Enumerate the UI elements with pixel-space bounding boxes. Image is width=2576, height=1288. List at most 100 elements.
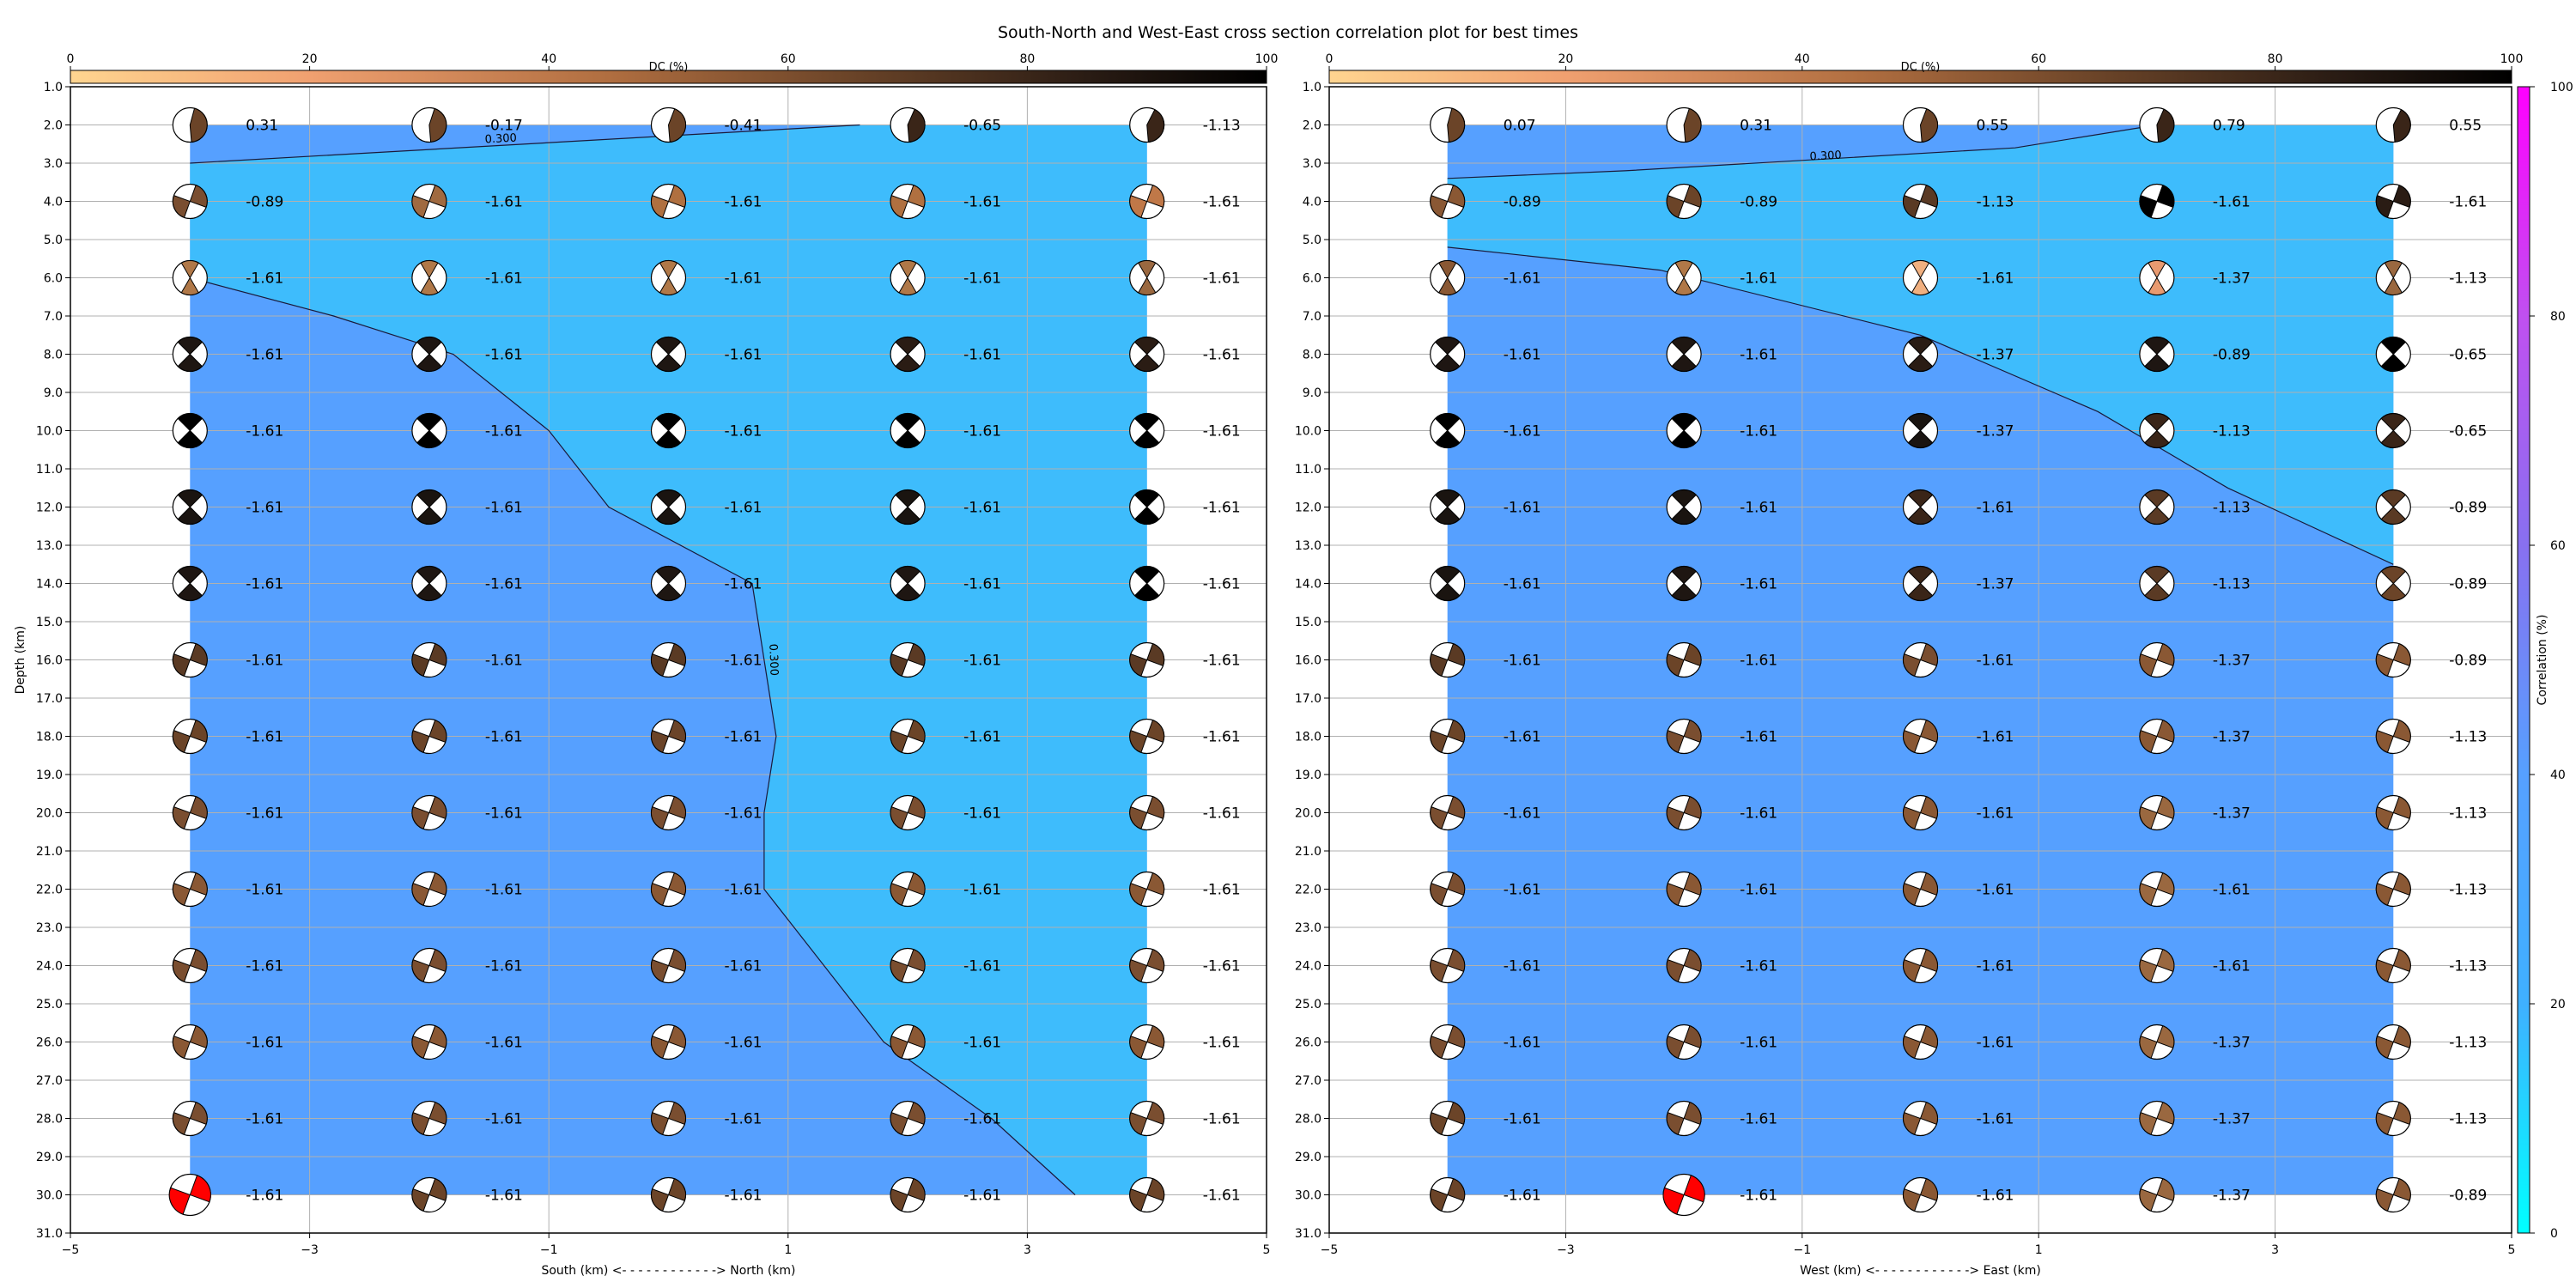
value-label: -1.61: [725, 347, 762, 364]
beachball-wedge: [890, 653, 908, 677]
beachball: [1129, 489, 1165, 526]
beachball-wedge: [2144, 429, 2170, 448]
value-label: -1.61: [963, 347, 1001, 364]
beachball-wedge: [2144, 582, 2170, 601]
value-label: -1.61: [1504, 576, 1541, 593]
y-tick-label: 20.0: [1295, 807, 1321, 821]
beachball: [1430, 1100, 1466, 1137]
beachball: [2375, 1100, 2411, 1137]
beachball-wedge: [2156, 720, 2175, 743]
value-label: -1.13: [2213, 500, 2251, 517]
beachball-wedge: [1447, 185, 1466, 208]
y-tick-label: 16.0: [36, 654, 63, 668]
beachball-wedge: [1666, 959, 1685, 982]
y-tick-label: 3.0: [44, 157, 63, 171]
beachball-wedge: [1434, 429, 1461, 448]
contour-label: 0.300: [484, 132, 517, 147]
value-label: -1.61: [963, 270, 1001, 288]
contour-line: [1447, 246, 2394, 565]
beachball: [172, 1024, 208, 1060]
value-label: -1.61: [1203, 500, 1241, 517]
beachball-wedge: [411, 959, 430, 982]
beachball: [650, 106, 687, 143]
beachball: [1666, 718, 1702, 755]
beachball-wedge: [420, 260, 439, 279]
y-tick-label: 10.0: [1295, 425, 1321, 439]
y-tick-label: 2.0: [44, 119, 63, 133]
beachball: [1129, 947, 1165, 984]
beachball-wedge: [1438, 276, 1457, 295]
dc-colorbar-tick-label: 20: [302, 52, 318, 66]
value-label: 0.31: [1740, 118, 1772, 135]
beachball-wedge: [1683, 185, 1702, 208]
beachball-wedge: [667, 185, 686, 208]
beachball: [411, 1024, 447, 1060]
beachball: [411, 106, 447, 143]
beachball-wedge: [2380, 337, 2407, 355]
beachball-wedge: [1146, 1178, 1165, 1201]
beachball: [650, 794, 687, 831]
value-label: -1.61: [1203, 1035, 1241, 1052]
beachball-wedge: [2139, 195, 2158, 218]
beachball: [411, 565, 447, 602]
beachball-wedge: [1671, 337, 1697, 355]
beachball: [890, 794, 926, 831]
beachball: [2375, 794, 2411, 831]
beachball-wedge: [895, 566, 920, 585]
x-tick-label: −3: [301, 1243, 319, 1257]
value-label: -1.37: [2213, 270, 2251, 288]
beachball: [2139, 1024, 2175, 1060]
beachball: [650, 947, 687, 984]
beachball-wedge: [890, 1036, 908, 1059]
beachball-wedge: [1438, 260, 1457, 279]
y-tick-label: 26.0: [1295, 1036, 1321, 1050]
beachball: [1430, 259, 1466, 296]
beachball-wedge: [1907, 582, 1934, 601]
value-label: -1.61: [963, 805, 1001, 823]
dc-colorbar-tick-label: 20: [1558, 52, 1573, 66]
beachball: [411, 412, 447, 449]
beachball-wedge: [411, 1188, 430, 1212]
value-label: -1.37: [2213, 1035, 2251, 1052]
beachball-wedge: [651, 1188, 670, 1212]
dc-colorbar-tick-label: 100: [1255, 52, 1279, 66]
beachball-wedge: [1683, 1025, 1702, 1048]
beachball-wedge: [2139, 730, 2158, 753]
correlation-colorbar-tick-label: 0: [2550, 1227, 2558, 1241]
value-label: -1.61: [1504, 1111, 1541, 1128]
beachball-wedge: [1683, 1102, 1702, 1125]
beachball-wedge: [1666, 730, 1685, 753]
value-label: -1.61: [1203, 194, 1241, 211]
beachball-wedge: [1919, 949, 1938, 972]
beachball: [2139, 718, 2175, 755]
value-label: -0.41: [725, 118, 762, 135]
beachball: [2375, 718, 2411, 755]
x-tick-label: −5: [1321, 1243, 1339, 1257]
beachball: [1129, 183, 1165, 220]
value-label: -1.13: [2449, 1035, 2487, 1052]
beachball: [2375, 1176, 2411, 1213]
beachball-wedge: [420, 276, 439, 295]
x-tick-label: −5: [62, 1243, 80, 1257]
beachball-wedge: [667, 796, 686, 819]
value-label: -1.61: [1977, 653, 2014, 670]
beachball-wedge: [1146, 796, 1165, 819]
value-label: -1.61: [1504, 882, 1541, 899]
beachball: [1666, 1100, 1702, 1137]
value-label: -1.61: [1740, 882, 1777, 899]
beachball-wedge: [895, 429, 920, 448]
beachball: [2139, 565, 2175, 602]
value-label: -1.61: [1740, 347, 1777, 364]
beachball: [1902, 794, 1939, 831]
beachball-wedge: [177, 413, 204, 432]
beachball-wedge: [1434, 506, 1461, 525]
beachball-wedge: [651, 883, 670, 906]
beachball-wedge: [907, 872, 926, 896]
beachball: [1430, 1024, 1466, 1060]
beachball-wedge: [2380, 566, 2407, 585]
value-label: -1.61: [485, 423, 523, 440]
beachball-wedge: [428, 1102, 447, 1125]
value-label: -1.61: [1740, 805, 1777, 823]
beachball: [1666, 106, 1702, 143]
y-tick-label: 7.0: [44, 310, 63, 324]
